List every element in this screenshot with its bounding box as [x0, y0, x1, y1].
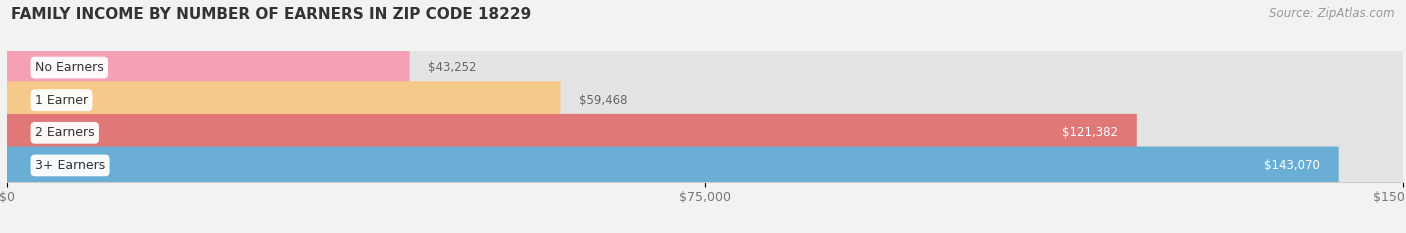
- FancyBboxPatch shape: [7, 147, 1403, 184]
- Text: $121,382: $121,382: [1062, 126, 1118, 139]
- Text: $59,468: $59,468: [579, 94, 627, 107]
- FancyBboxPatch shape: [7, 147, 1339, 184]
- FancyBboxPatch shape: [7, 81, 561, 119]
- Text: 1 Earner: 1 Earner: [35, 94, 89, 107]
- Text: $143,070: $143,070: [1264, 159, 1320, 172]
- FancyBboxPatch shape: [7, 114, 1403, 152]
- FancyBboxPatch shape: [7, 114, 1137, 152]
- Text: 3+ Earners: 3+ Earners: [35, 159, 105, 172]
- Text: FAMILY INCOME BY NUMBER OF EARNERS IN ZIP CODE 18229: FAMILY INCOME BY NUMBER OF EARNERS IN ZI…: [11, 7, 531, 22]
- FancyBboxPatch shape: [7, 49, 1403, 86]
- FancyBboxPatch shape: [7, 81, 1403, 119]
- Text: $43,252: $43,252: [429, 61, 477, 74]
- Text: Source: ZipAtlas.com: Source: ZipAtlas.com: [1270, 7, 1395, 20]
- FancyBboxPatch shape: [7, 49, 409, 86]
- Text: 2 Earners: 2 Earners: [35, 126, 94, 139]
- Text: No Earners: No Earners: [35, 61, 104, 74]
